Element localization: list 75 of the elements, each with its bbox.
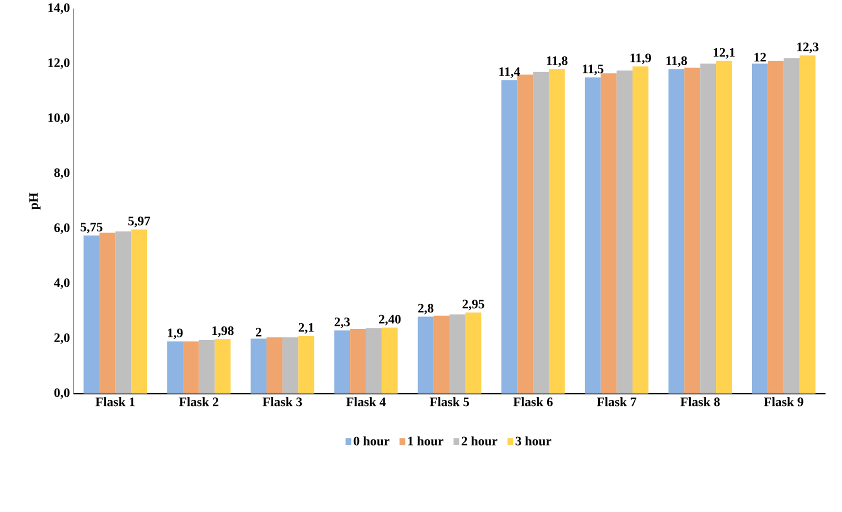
data-label: 2,95 [462,300,484,310]
bar [450,314,466,394]
y-tick-label: 2,0 [54,333,70,344]
data-label: 11,4 [499,67,520,78]
bar [434,316,450,394]
x-tick-label: Flask 7 [596,397,636,406]
bar [784,58,800,394]
y-tick-label: 4,0 [54,278,70,289]
bar [800,55,816,394]
bar [282,337,298,394]
y-tick-label: 14,0 [48,3,70,14]
bar [700,64,716,394]
data-label: 11,5 [582,64,604,76]
data-label: 11,8 [666,56,687,67]
bar [418,316,434,394]
x-tick-label: Flask 3 [262,397,302,406]
bar [584,77,601,394]
bar [684,68,700,394]
data-label: 1,98 [212,326,234,338]
data-label: 12,3 [797,42,818,54]
data-label: 11,9 [630,54,651,64]
bar [752,64,768,394]
bar [716,60,732,394]
bar [366,328,382,394]
y-tick-label: 8,0 [54,168,70,179]
bar [768,60,784,394]
data-label: 12 [754,52,766,62]
bar [548,69,565,394]
y-tick-label: 12,0 [48,58,70,69]
bar [99,232,116,394]
legend-label: 3 hour [516,436,552,446]
bar [214,339,231,394]
x-tick-label: Flask 5 [430,397,470,406]
bar [84,236,100,394]
bar [334,330,350,394]
data-label: 5,75 [80,222,102,234]
bar [632,66,648,394]
bar [350,329,366,394]
bar [167,341,183,394]
bar [382,328,398,394]
y-axis-title: pH [29,192,41,210]
x-tick-label: Flask 4 [346,397,386,406]
bar [533,72,549,394]
legend-label: 2 hour [462,436,498,446]
data-label: 2,1 [298,323,314,334]
bar [198,340,215,394]
bar [266,337,282,394]
x-tick-label: Flask 1 [96,397,135,406]
x-tick-label: Flask 2 [179,397,218,406]
data-label: 5,97 [128,216,150,228]
bar [668,69,684,394]
data-label: 12,1 [714,48,735,59]
data-label: 11,8 [546,56,568,67]
y-tick-label: 0,0 [54,388,70,399]
bar [600,73,617,394]
bar [298,336,314,394]
x-tick-label: Flask 6 [513,397,553,406]
bar [616,70,633,394]
data-label: 2 [256,328,262,336]
bar [131,230,148,394]
bar [250,338,267,394]
y-tick-label: 10,0 [48,113,70,124]
bar [465,312,482,394]
data-label: 2,3 [334,318,350,328]
bar [501,80,518,394]
data-label: 2,40 [379,314,401,326]
data-label: 2,8 [418,304,434,314]
bar [182,341,199,394]
y-tick-label: 6,0 [54,223,70,234]
legend-label: 1 hour [408,436,444,446]
legend-label: 0 hour [354,436,390,446]
x-tick-label: Flask 8 [680,397,720,406]
data-label: 1,9 [168,328,183,340]
bar [115,231,132,394]
x-tick-label: Flask 9 [764,397,804,406]
